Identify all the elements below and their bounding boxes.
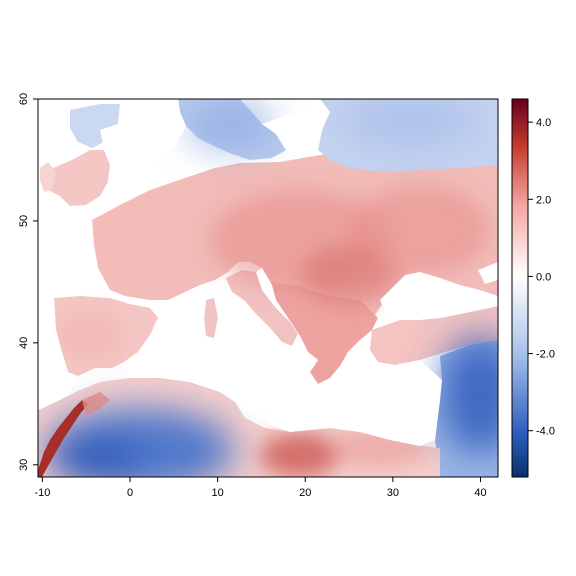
cold-blobs [45, 99, 498, 477]
x-axis: -10 0 10 20 30 40 [34, 477, 487, 499]
ukraine-anomaly [350, 185, 490, 275]
colorbar-tick-label: 4.0 [536, 117, 551, 129]
ireland-land [40, 162, 56, 192]
britain-land [48, 150, 110, 206]
scandinavia-anomaly [185, 100, 275, 150]
baltic-anomaly [340, 99, 480, 145]
sea-mask [38, 99, 498, 446]
x-tick-label: 30 [387, 487, 399, 499]
y-tick-label: 40 [18, 337, 30, 349]
colorbar-tick-label: -4.0 [536, 426, 555, 438]
y-tick-label: 60 [18, 93, 30, 105]
y-tick-label: 30 [18, 459, 30, 471]
sahara-west-anomaly-core [50, 440, 140, 477]
coast-hot-strip [38, 392, 110, 477]
morocco-anomaly [82, 392, 110, 416]
iberia-anomaly [55, 310, 125, 360]
italy-land [226, 270, 298, 346]
x-tick-label: 10 [211, 487, 223, 499]
colorbar-gradient [512, 99, 528, 477]
colorbar-tick-label: -2.0 [536, 349, 555, 361]
y-tick-label: 50 [18, 215, 30, 227]
balkans-land [270, 282, 378, 384]
libya-anomaly [260, 433, 340, 477]
x-tick-label: 20 [299, 487, 311, 499]
plot-frame [37, 98, 499, 478]
colorbar-frame [511, 98, 529, 478]
colorbar: 4.0 2.0 0.0 -2.0 -4.0 [511, 98, 555, 478]
middle-east-anomaly [440, 335, 498, 455]
anomaly-blobs [55, 185, 490, 477]
colorbar-tick-label: 2.0 [536, 194, 551, 206]
map-plot-area [38, 99, 498, 477]
y-axis: 30 40 50 60 [18, 93, 38, 471]
colorbar-ticks: 4.0 2.0 0.0 -2.0 -4.0 [528, 117, 555, 438]
x-tick-label: -10 [34, 487, 50, 499]
sardinia-land [204, 298, 218, 338]
black-sea [380, 272, 498, 320]
anatolia-land [370, 306, 498, 365]
colorbar-tick-label: 0.0 [536, 271, 551, 283]
northwest-africa-coast-anomaly [38, 400, 88, 477]
x-tick-label: 0 [127, 487, 133, 499]
x-tick-label: 40 [474, 487, 486, 499]
